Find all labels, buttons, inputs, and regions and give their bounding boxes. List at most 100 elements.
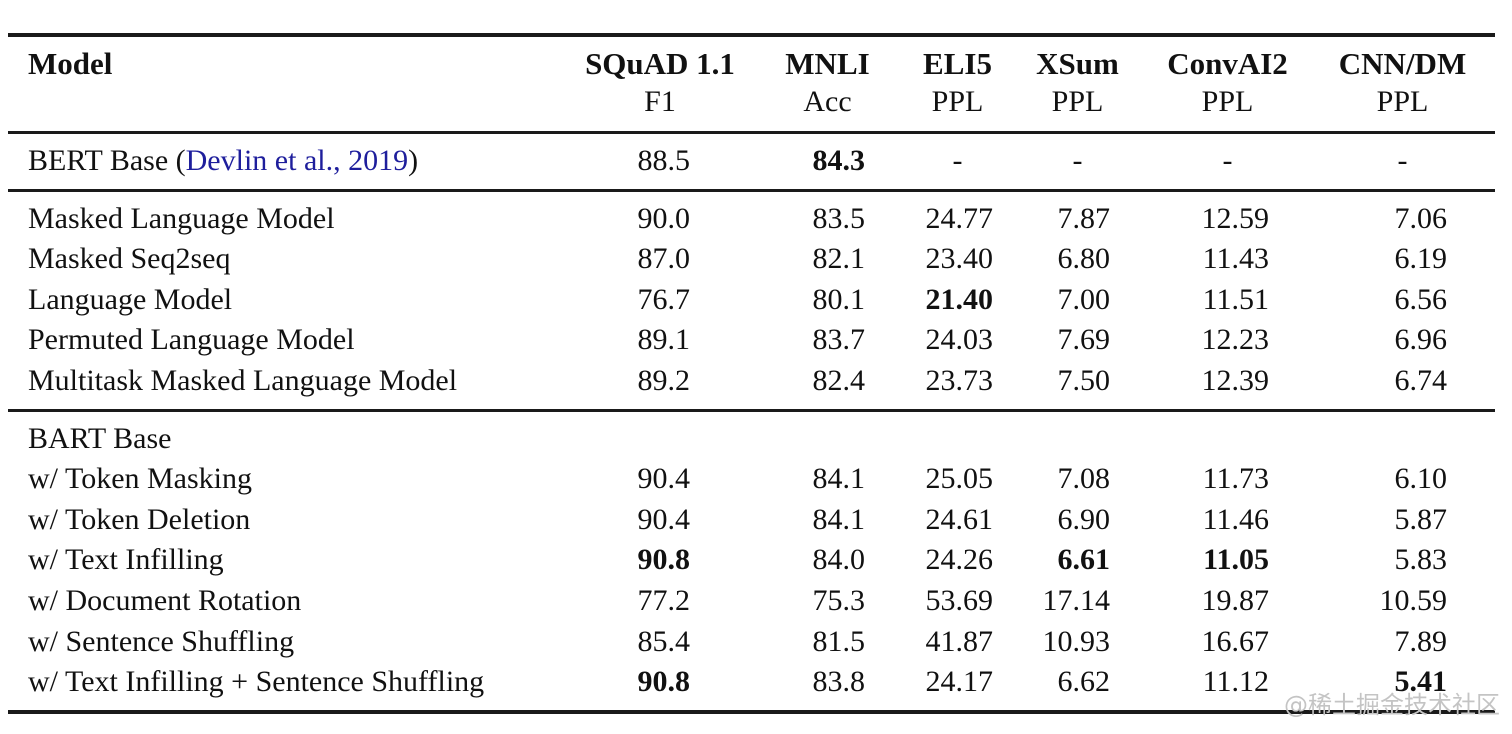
- value-cell: 7.00: [1057, 282, 1111, 316]
- value-cell: 6.61: [1057, 543, 1111, 577]
- table-row: w/ Sentence Shuffling 85.4 81.5 41.87 10.93 1…: [8, 622, 1495, 663]
- model-name-cell: BERT Base (Devlin et al., 2019): [8, 133, 570, 191]
- value-cell: 11.12: [1202, 665, 1269, 699]
- table-row: BERT Base (Devlin et al., 2019) 88.5 84.3 -…: [8, 133, 1495, 191]
- value-cell: 24.77: [925, 201, 994, 235]
- value-cell: 90.4: [637, 502, 691, 536]
- model-name-suffix: ): [408, 144, 419, 177]
- column-label: ConvAI2: [1167, 46, 1288, 81]
- value-cell: 12.39: [1201, 363, 1270, 397]
- column-sublabel: F1: [644, 85, 676, 118]
- value-cell: 7.50: [1057, 363, 1111, 397]
- value-cell: 17.14: [1042, 583, 1111, 617]
- value-cell: 89.1: [637, 323, 691, 357]
- value-cell: 7.87: [1057, 201, 1111, 235]
- value-cell: 6.74: [1394, 363, 1448, 397]
- value-cell: [1145, 410, 1310, 459]
- value-cell: 82.4: [812, 363, 866, 397]
- value-cell: 11.73: [1202, 462, 1269, 496]
- value-cell: 6.62: [1057, 665, 1111, 699]
- value-cell: 11.43: [1202, 242, 1269, 276]
- column-header-cnndm: CNN/DM PPL: [1310, 35, 1495, 133]
- value-cell: 53.69: [925, 583, 994, 617]
- value-cell: 25.05: [925, 462, 994, 496]
- value-cell: 7.06: [1394, 201, 1448, 235]
- value-cell: 88.5: [637, 144, 691, 177]
- value-cell: 10.59: [1379, 583, 1448, 617]
- value-cell: 84.3: [812, 144, 866, 177]
- table-row: w/ Token Masking 90.4 84.1 25.05 7.08 11.73 6.…: [8, 459, 1495, 500]
- value-cell: 41.87: [925, 624, 994, 658]
- value-cell: [750, 410, 905, 459]
- value-cell: 19.87: [1201, 583, 1270, 617]
- value-cell: 6.96: [1394, 323, 1448, 357]
- value-cell: 5.83: [1394, 543, 1448, 577]
- table-row: w/ Token Deletion 90.4 84.1 24.61 6.90 11.46 5…: [8, 500, 1495, 541]
- value-cell: 23.73: [925, 363, 994, 397]
- value-cell: 89.2: [637, 363, 691, 397]
- value-cell: 84.1: [812, 502, 866, 536]
- table-row: Permuted Language Model 89.1 83.7 24.03 7.69…: [8, 320, 1495, 361]
- value-cell: 23.40: [925, 242, 994, 276]
- model-name-cell: w/ Token Masking: [28, 462, 253, 496]
- value-cell: [1010, 410, 1145, 459]
- column-label: MNLI: [785, 46, 870, 81]
- table-row: w/ Text Infilling 90.8 84.0 24.26 6.61 11.05 5…: [8, 540, 1495, 581]
- column-sublabel: [28, 83, 570, 121]
- column-sublabel: Acc: [803, 85, 852, 118]
- model-name-cell: Permuted Language Model: [28, 323, 355, 357]
- model-name-cell: BART Base: [28, 421, 172, 455]
- value-cell: 12.23: [1201, 323, 1270, 357]
- value-cell: 6.56: [1394, 282, 1448, 316]
- table-header: Model SQuAD 1.1 F1 MNLI Acc ELI5 PPL XSum PPL Con…: [8, 35, 1495, 133]
- value-cell: 83.8: [812, 665, 866, 699]
- value-cell: 11.51: [1202, 282, 1269, 316]
- value-cell: 12.59: [1201, 201, 1270, 235]
- column-header-xsum: XSum PPL: [1010, 35, 1145, 133]
- value-cell: 6.19: [1394, 242, 1448, 276]
- value-cell: 6.10: [1394, 462, 1448, 496]
- column-label: ELI5: [923, 46, 992, 81]
- column-sublabel: PPL: [1376, 85, 1429, 118]
- model-name-cell: w/ Sentence Shuffling: [28, 624, 295, 658]
- column-sublabel: PPL: [1201, 85, 1254, 118]
- column-label: CNN/DM: [1338, 46, 1467, 81]
- value-cell: 75.3: [812, 583, 866, 617]
- table-row: Multitask Masked Language Model 89.2 82.4 2…: [8, 361, 1495, 410]
- column-header-model: Model: [8, 35, 570, 133]
- column-sublabel: PPL: [931, 85, 984, 118]
- citation-link[interactable]: Devlin et al., 2019: [185, 144, 409, 177]
- model-name-cell: w/ Text Infilling + Sentence Shuffling: [28, 665, 485, 699]
- model-name-cell: Masked Language Model: [28, 201, 335, 235]
- table-section-2: Masked Language Model 90.0 83.5 24.77 7.87 12…: [8, 190, 1495, 411]
- value-cell: 21.40: [925, 282, 994, 316]
- value-cell-empty: -: [952, 144, 963, 177]
- value-cell-empty: -: [1397, 144, 1408, 177]
- column-header-convai2: ConvAI2 PPL: [1145, 35, 1310, 133]
- value-cell: 10.93: [1042, 624, 1111, 658]
- value-cell: 24.03: [925, 323, 994, 357]
- value-cell: 84.1: [812, 462, 866, 496]
- value-cell: 5.87: [1394, 502, 1448, 536]
- value-cell: 7.69: [1057, 323, 1111, 357]
- value-cell: 80.1: [812, 282, 866, 316]
- results-table: Model SQuAD 1.1 F1 MNLI Acc ELI5 PPL XSum PPL Con…: [8, 33, 1495, 714]
- column-label: Model: [28, 46, 113, 81]
- value-cell: 7.89: [1394, 624, 1448, 658]
- value-cell: 81.5: [812, 624, 866, 658]
- model-name-cell: w/ Token Deletion: [28, 502, 251, 536]
- table-row: w/ Text Infilling + Sentence Shuffling 90…: [8, 662, 1495, 712]
- table-row: Masked Language Model 90.0 83.5 24.77 7.87 12…: [8, 190, 1495, 239]
- model-name-cell: Multitask Masked Language Model: [28, 363, 458, 397]
- model-name-cell: w/ Text Infilling: [28, 543, 224, 577]
- value-cell: 24.26: [925, 543, 994, 577]
- value-cell: [570, 410, 750, 459]
- value-cell: [1310, 410, 1495, 459]
- value-cell: 85.4: [637, 624, 691, 658]
- model-name-cell: Masked Seq2seq: [28, 242, 231, 276]
- model-name-cell: Language Model: [28, 282, 233, 316]
- column-label: SQuAD 1.1: [585, 46, 735, 81]
- value-cell-empty: -: [1222, 144, 1233, 177]
- value-cell: 83.5: [812, 201, 866, 235]
- model-name-prefix: BERT Base (: [28, 144, 186, 177]
